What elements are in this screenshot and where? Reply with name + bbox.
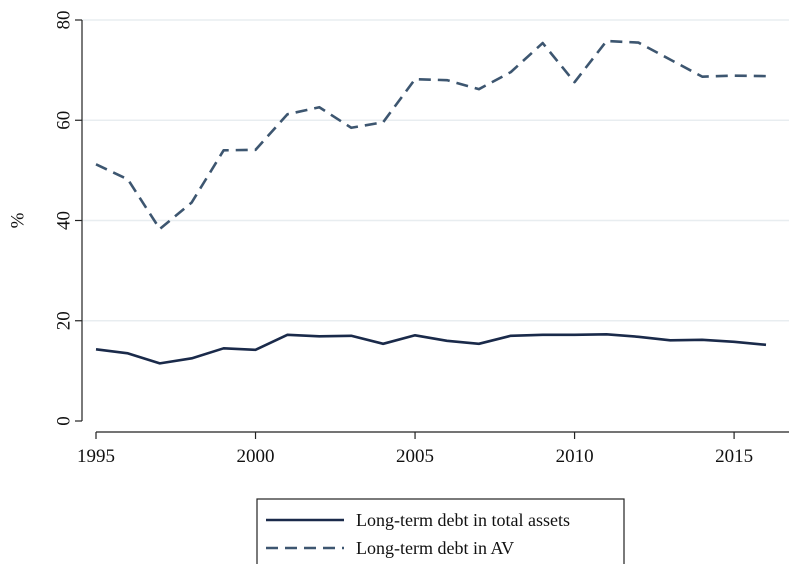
y-tick-label: 20 [54,311,75,330]
x-tick-label: 1995 [77,446,115,467]
y-tick-label: 40 [54,211,75,230]
x-tick-label: 2015 [715,446,753,467]
legend-label: Long-term debt in total assets [356,510,570,530]
x-tick-label: 2005 [396,446,434,467]
series-line-total-assets [96,334,766,363]
y-tick-label: 60 [54,111,75,130]
y-tick-label: 0 [54,416,75,426]
y-tick-label: 80 [54,11,75,30]
legend-label: Long-term debt in AV [356,538,514,558]
series-line-av [96,41,766,229]
legend: Long-term debt in total assets Long-term … [257,499,624,564]
y-axis-title: % [8,212,29,228]
x-tick-label: 2010 [556,446,594,467]
x-tick-label: 2000 [237,446,275,467]
series-lines [96,41,766,363]
axes: 0 20 40 60 80% 1995 2000 2005 2010 2015 [8,11,790,468]
